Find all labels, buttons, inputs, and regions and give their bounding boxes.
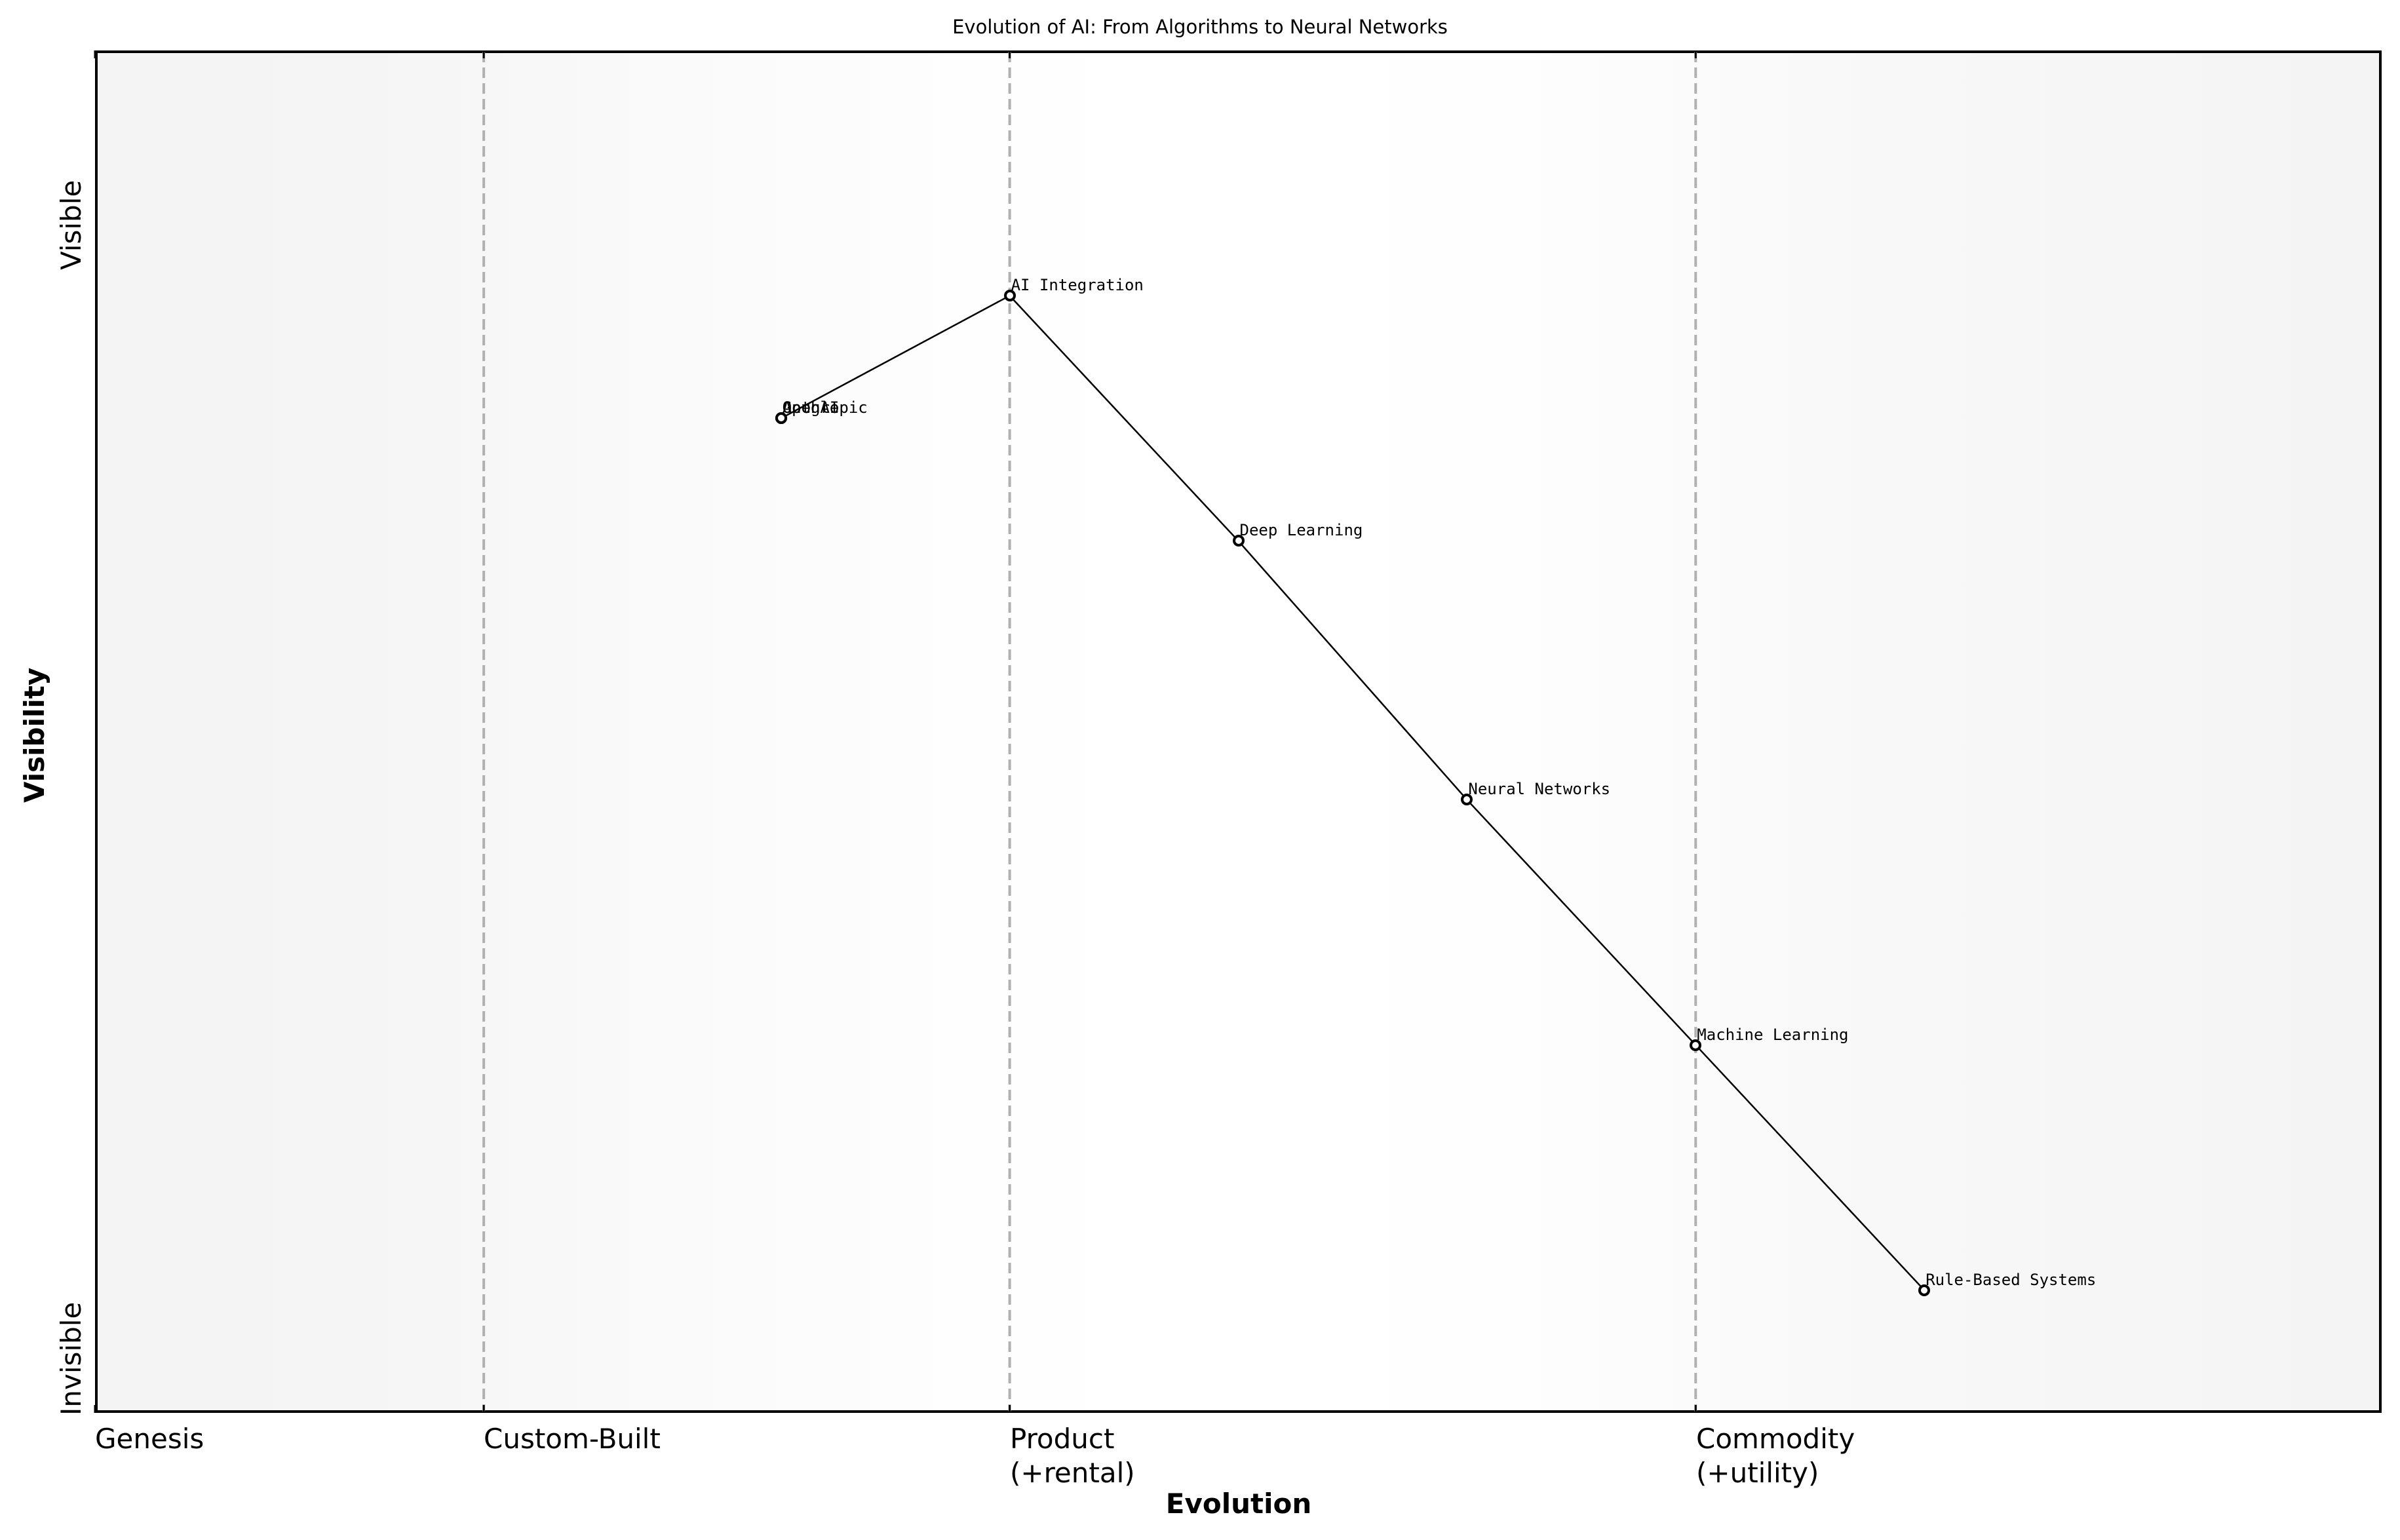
data-point-marker	[1461, 794, 1473, 806]
y-axis-label: Visibility	[18, 667, 50, 803]
data-point-marker	[1232, 535, 1245, 547]
y-tick-visible: Visible	[55, 180, 87, 270]
y-tick-invisible: Invisible	[55, 1301, 87, 1415]
point-label: Neural Networks	[1468, 780, 1611, 799]
x-tick-product: Product (+rental)	[1010, 1423, 1135, 1489]
data-point-marker	[1003, 290, 1016, 302]
point-label: Machine Learning	[1697, 1025, 1849, 1044]
point-label: OpenAI	[782, 398, 840, 417]
plot-area	[95, 50, 2382, 1413]
point-label: AI Integration	[1011, 276, 1144, 295]
data-point-marker	[1690, 1039, 1702, 1051]
x-tick-genesis: Genesis	[95, 1423, 204, 1455]
x-tick-commodity: Commodity (+utility)	[1696, 1423, 1855, 1489]
point-label: Rule-Based Systems	[1926, 1270, 2097, 1289]
data-point-marker	[1918, 1284, 1931, 1296]
chart-title: Evolution of AI: From Algorithms to Neur…	[952, 16, 1448, 38]
x-axis-label: Evolution	[1165, 1488, 1312, 1520]
data-point-marker	[775, 412, 787, 425]
point-label: Deep Learning	[1239, 521, 1363, 540]
point-label: Google	[782, 398, 840, 417]
x-tick-custom-built: Custom-Built	[484, 1423, 661, 1455]
point-label: Anthropic	[782, 398, 868, 417]
